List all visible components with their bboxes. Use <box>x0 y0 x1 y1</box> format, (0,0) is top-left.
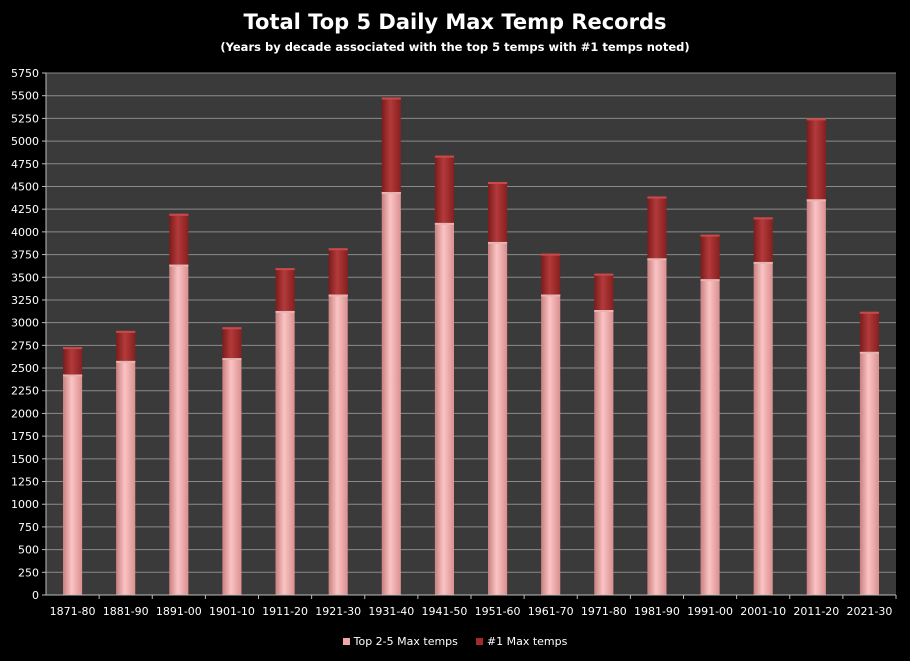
x-tick-label-2011-20: 2011-20 <box>793 605 839 618</box>
legend-label-top-2-5: Top 2-5 Max temps <box>353 635 458 648</box>
bar-number-1-1911-20 <box>275 268 295 311</box>
legend: Top 2-5 Max temps #1 Max temps <box>0 635 910 648</box>
y-tick-label-2000: 2000 <box>11 407 39 420</box>
y-tick-label-5500: 5500 <box>11 90 39 103</box>
y-tick-label-2750: 2750 <box>11 339 39 352</box>
bar-top-2-5-1951-60 <box>488 241 508 595</box>
legend-swatch-top-2-5 <box>342 638 350 645</box>
legend-item-number-1: #1 Max temps <box>475 635 568 648</box>
bar-top-2-5-1991-00 <box>700 279 720 595</box>
bar-top-2-5-1901-10 <box>222 358 242 595</box>
bar-number-1-1971-80 <box>594 273 614 310</box>
y-tick-label-5750: 5750 <box>11 67 39 80</box>
bar-top-2-5-1931-40 <box>381 191 401 595</box>
bar-top-2-5-1891-00 <box>169 264 189 595</box>
y-tick-label-750: 750 <box>18 521 39 534</box>
y-tick-label-3500: 3500 <box>11 271 39 284</box>
bar-top-2-5-1911-20 <box>275 310 295 595</box>
bar-top-2-5-1881-90 <box>116 360 136 595</box>
chart-subtitle: (Years by decade associated with the top… <box>220 40 690 54</box>
bar-top-2-5-1871-80 <box>63 374 83 595</box>
bar-number-1-1991-00 <box>700 234 720 280</box>
legend-item-top-2-5: Top 2-5 Max temps <box>342 635 458 648</box>
y-tick-label-1000: 1000 <box>11 498 39 511</box>
y-tick-label-4250: 4250 <box>11 203 39 216</box>
x-tick-label-1981-90: 1981-90 <box>634 605 680 618</box>
y-tick-label-3250: 3250 <box>11 294 39 307</box>
x-tick-label-1891-00: 1891-00 <box>156 605 202 618</box>
y-tick-label-4750: 4750 <box>11 158 39 171</box>
bar-number-1-1951-60 <box>488 181 508 242</box>
bar-number-1-1881-90 <box>116 330 136 361</box>
x-tick-label-1871-80: 1871-80 <box>50 605 96 618</box>
bar-number-1-1921-30 <box>328 248 348 295</box>
bar-top-2-5-1921-30 <box>328 294 348 595</box>
bar-number-1-1901-10 <box>222 327 242 359</box>
x-tick-label-1921-30: 1921-30 <box>315 605 361 618</box>
bar-top-2-5-1971-80 <box>594 309 614 595</box>
y-tick-label-4500: 4500 <box>11 180 39 193</box>
x-tick-label-1911-20: 1911-20 <box>262 605 308 618</box>
y-tick-label-2500: 2500 <box>11 362 39 375</box>
bar-number-1-1891-00 <box>169 213 189 265</box>
x-tick-label-1991-00: 1991-00 <box>687 605 733 618</box>
y-tick-label-250: 250 <box>18 566 39 579</box>
y-tick-label-5000: 5000 <box>11 135 39 148</box>
x-tick-label-2021-30: 2021-30 <box>846 605 892 618</box>
bar-top-2-5-1981-90 <box>647 258 667 595</box>
chart-title: Total Top 5 Daily Max Temp Records <box>243 10 667 34</box>
y-tick-label-500: 500 <box>18 544 39 557</box>
bar-number-1-2001-10 <box>753 217 773 262</box>
bar-top-2-5-2011-20 <box>806 199 826 596</box>
legend-label-number-1: #1 Max temps <box>486 635 568 648</box>
bar-top-2-5-1941-50 <box>434 222 454 595</box>
bar-number-1-1931-40 <box>381 97 401 192</box>
y-tick-label-1500: 1500 <box>11 453 39 466</box>
bar-number-1-2011-20 <box>806 118 826 200</box>
bar-top-2-5-1961-70 <box>541 294 561 595</box>
x-tick-label-1971-80: 1971-80 <box>581 605 627 618</box>
bar-top-2-5-2001-10 <box>753 261 773 595</box>
y-tick-label-2250: 2250 <box>11 385 39 398</box>
x-tick-label-1941-50: 1941-50 <box>421 605 467 618</box>
x-tick-label-1901-10: 1901-10 <box>209 605 255 618</box>
bar-number-1-1941-50 <box>434 155 454 223</box>
x-tick-label-1881-90: 1881-90 <box>103 605 149 618</box>
y-tick-label-1250: 1250 <box>11 476 39 489</box>
bar-number-1-1981-90 <box>647 196 667 259</box>
y-tick-label-0: 0 <box>32 589 39 602</box>
x-tick-label-1951-60: 1951-60 <box>475 605 521 618</box>
bar-number-1-1961-70 <box>541 253 561 295</box>
x-tick-label-1961-70: 1961-70 <box>528 605 574 618</box>
y-tick-label-3000: 3000 <box>11 317 39 330</box>
bar-top-2-5-2021-30 <box>859 351 879 595</box>
y-tick-label-4000: 4000 <box>11 226 39 239</box>
bar-number-1-1871-80 <box>63 347 83 375</box>
x-tick-label-2001-10: 2001-10 <box>740 605 786 618</box>
y-tick-label-5250: 5250 <box>11 112 39 125</box>
y-tick-label-1750: 1750 <box>11 430 39 443</box>
x-tick-label-1931-40: 1931-40 <box>368 605 414 618</box>
legend-swatch-number-1 <box>475 638 483 645</box>
bar-number-1-2021-30 <box>859 311 879 352</box>
y-tick-label-3750: 3750 <box>11 249 39 262</box>
